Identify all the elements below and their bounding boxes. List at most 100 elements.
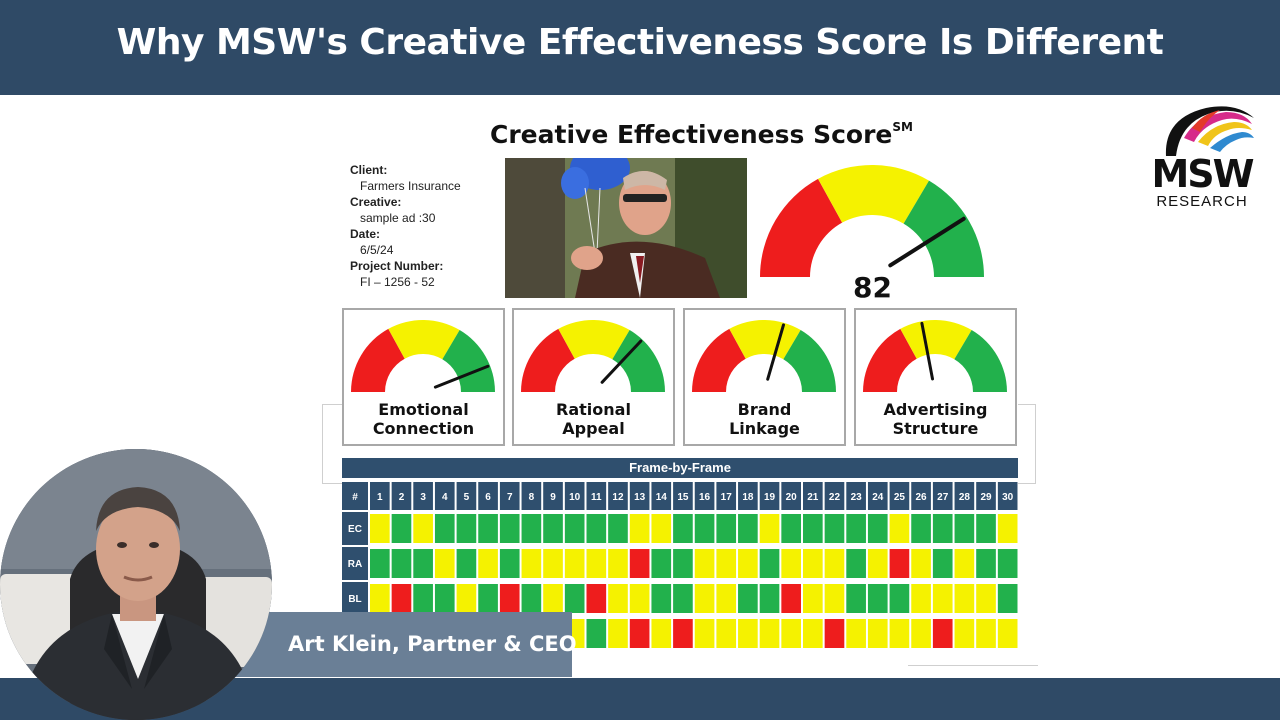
frame-score-cell bbox=[976, 619, 996, 648]
frame-score-cell bbox=[803, 549, 823, 578]
frame-score-cell bbox=[889, 584, 910, 613]
frame-header-cell bbox=[499, 482, 520, 510]
frame-score-cell bbox=[608, 514, 628, 543]
frame-number: 12 bbox=[612, 492, 624, 503]
gauge-needle bbox=[888, 216, 966, 268]
info-label: Date: bbox=[350, 227, 381, 241]
frame-score-cell bbox=[932, 619, 953, 648]
frame-header-cell bbox=[694, 482, 715, 510]
gauge-red-zone bbox=[760, 178, 843, 277]
gauge-needle bbox=[600, 339, 643, 384]
brand-linkage-gauge: Brand Linkage bbox=[683, 308, 846, 446]
frame-number: 3 bbox=[420, 492, 426, 503]
frame-header-cell bbox=[759, 482, 780, 510]
frame-number: 14 bbox=[656, 492, 668, 503]
frame-number: 16 bbox=[699, 492, 711, 503]
frame-number: 11 bbox=[591, 492, 602, 503]
info-value: 6/5/24 bbox=[360, 243, 394, 257]
frame-score-cell bbox=[673, 584, 693, 613]
gauge-needle bbox=[920, 321, 935, 381]
frame-score-cell bbox=[976, 514, 996, 543]
frame-score-cell bbox=[716, 514, 737, 543]
frame-score-cell bbox=[738, 549, 758, 578]
frame-score-cell bbox=[803, 514, 823, 543]
frame-score-cell bbox=[694, 514, 715, 543]
logo-wordmark: MSW bbox=[1151, 152, 1254, 196]
frame-score-cell bbox=[846, 584, 866, 613]
frame-score-cell bbox=[629, 549, 650, 578]
frame-number: 27 bbox=[937, 492, 949, 503]
frame-score-cell bbox=[976, 584, 996, 613]
frame-score-cell bbox=[694, 584, 715, 613]
frame-score-cell bbox=[846, 549, 866, 578]
frame-score-cell bbox=[543, 514, 563, 543]
frame-header-cell bbox=[889, 482, 910, 510]
gauge-yellow-zone bbox=[558, 320, 630, 360]
frame-score-cell bbox=[434, 514, 455, 543]
frame-header-cell bbox=[342, 482, 368, 510]
frame-header-hash: # bbox=[352, 492, 358, 503]
frame-score-cell bbox=[608, 549, 628, 578]
frame-score-cell bbox=[370, 584, 390, 613]
frame-number: 2 bbox=[399, 492, 405, 503]
frame-number: 10 bbox=[569, 492, 581, 503]
frame-number: 19 bbox=[764, 492, 776, 503]
frame-score-cell bbox=[564, 584, 585, 613]
frame-header-cell bbox=[434, 482, 455, 510]
frame-score-cell bbox=[434, 584, 455, 613]
info-label: Client: bbox=[350, 163, 388, 177]
info-label: Project Number: bbox=[350, 259, 444, 273]
frame-number: 24 bbox=[872, 492, 884, 503]
frame-score-cell bbox=[867, 619, 888, 648]
frame-score-cell bbox=[759, 584, 780, 613]
frame-number: 26 bbox=[916, 492, 928, 503]
frame-score-cell bbox=[911, 619, 931, 648]
frame-score-cell bbox=[629, 619, 650, 648]
project-info: Client: Farmers Insurance Creative: sample … bbox=[350, 162, 520, 290]
sub-gauge-dial bbox=[521, 320, 665, 392]
frame-score-cell bbox=[738, 619, 758, 648]
gauge-green-zone bbox=[954, 330, 1007, 392]
frame-score-cell bbox=[867, 549, 888, 578]
frame-score-cell bbox=[673, 549, 693, 578]
frame-score-cell bbox=[997, 619, 1018, 648]
frame-header-cell bbox=[738, 482, 758, 510]
frame-score-cell bbox=[738, 514, 758, 543]
frame-header-cell bbox=[997, 482, 1018, 510]
frame-number: 4 bbox=[442, 492, 448, 503]
row-label-cell bbox=[342, 547, 368, 580]
frame-score-cell bbox=[803, 584, 823, 613]
row-label: BL bbox=[348, 594, 361, 605]
ad-thumbnail bbox=[505, 158, 747, 298]
frame-score-cell bbox=[391, 549, 412, 578]
frame-number: 7 bbox=[507, 492, 513, 503]
frame-header-cell bbox=[391, 482, 412, 510]
gauge-red-zone bbox=[692, 328, 746, 392]
frame-score-cell bbox=[932, 584, 953, 613]
slide-title: Why MSW's Creative Effectiveness Score I… bbox=[116, 22, 1164, 63]
frame-score-cell bbox=[911, 514, 931, 543]
frame-header-cell bbox=[564, 482, 585, 510]
frame-score-cell bbox=[738, 584, 758, 613]
overall-score-value: 82 bbox=[853, 271, 892, 304]
frame-header-cell bbox=[954, 482, 975, 510]
connector-bracket bbox=[322, 404, 342, 484]
frame-score-cell bbox=[889, 514, 910, 543]
frame-header-cell bbox=[976, 482, 996, 510]
logo-swoosh-icon bbox=[1165, 106, 1254, 156]
frame-number: 29 bbox=[980, 492, 992, 503]
connector-bracket bbox=[1018, 404, 1036, 484]
frame-score-cell bbox=[954, 619, 975, 648]
frame-score-cell bbox=[478, 514, 498, 543]
frame-score-cell bbox=[521, 549, 542, 578]
frame-score-cell bbox=[759, 514, 780, 543]
gauge-green-zone bbox=[783, 330, 836, 392]
frame-score-cell bbox=[413, 514, 433, 543]
frame-score-cell bbox=[586, 549, 607, 578]
frame-score-cell bbox=[564, 549, 585, 578]
gauge-red-zone bbox=[521, 328, 575, 392]
frame-score-cell bbox=[716, 549, 737, 578]
overall-gauge-dial bbox=[760, 165, 984, 277]
gauge-red-zone bbox=[351, 328, 405, 392]
sub-score-label: Advertising Structure bbox=[883, 400, 988, 438]
